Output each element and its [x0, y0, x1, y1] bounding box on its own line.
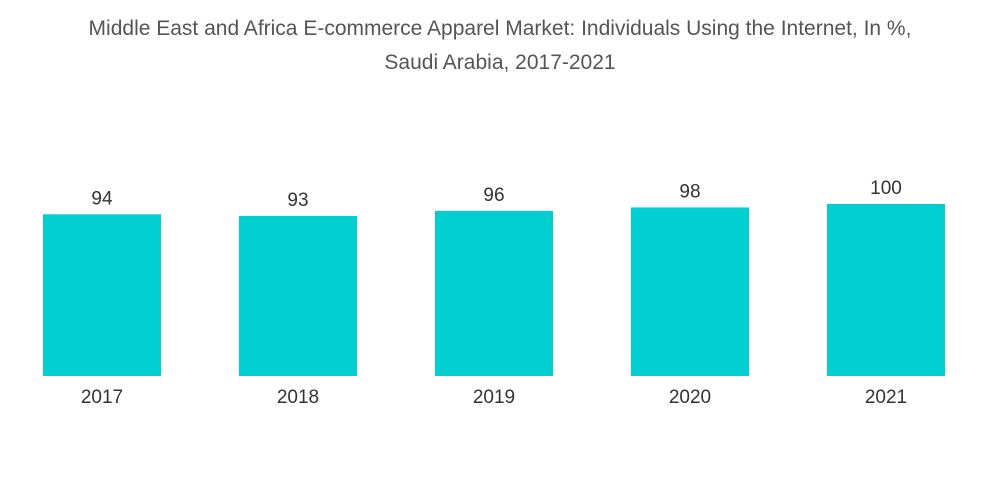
data-label-2018: 93: [287, 190, 308, 211]
data-label-2021: 100: [870, 178, 902, 199]
x-tick-label-2019: 2019: [473, 387, 515, 408]
x-tick-label-2021: 2021: [865, 387, 907, 408]
bar-2018: [239, 216, 357, 376]
x-tick-label-2017: 2017: [81, 387, 123, 408]
bar-2017: [43, 214, 161, 376]
bar-2020: [631, 207, 749, 376]
chart-title: Middle East and Africa E-commerce Appare…: [0, 12, 1000, 80]
bar-2021: [827, 204, 945, 376]
bar-2019: [435, 210, 553, 376]
x-tick-label-2018: 2018: [277, 387, 319, 408]
x-tick-label-2020: 2020: [669, 387, 711, 408]
data-label-2017: 94: [91, 188, 113, 209]
data-label-2019: 96: [483, 185, 504, 206]
data-label-2020: 98: [679, 181, 700, 202]
chart-title-line-1: Middle East and Africa E-commerce Appare…: [88, 17, 912, 40]
chart-title-line-2: Saudi Arabia, 2017-2021: [384, 51, 616, 74]
